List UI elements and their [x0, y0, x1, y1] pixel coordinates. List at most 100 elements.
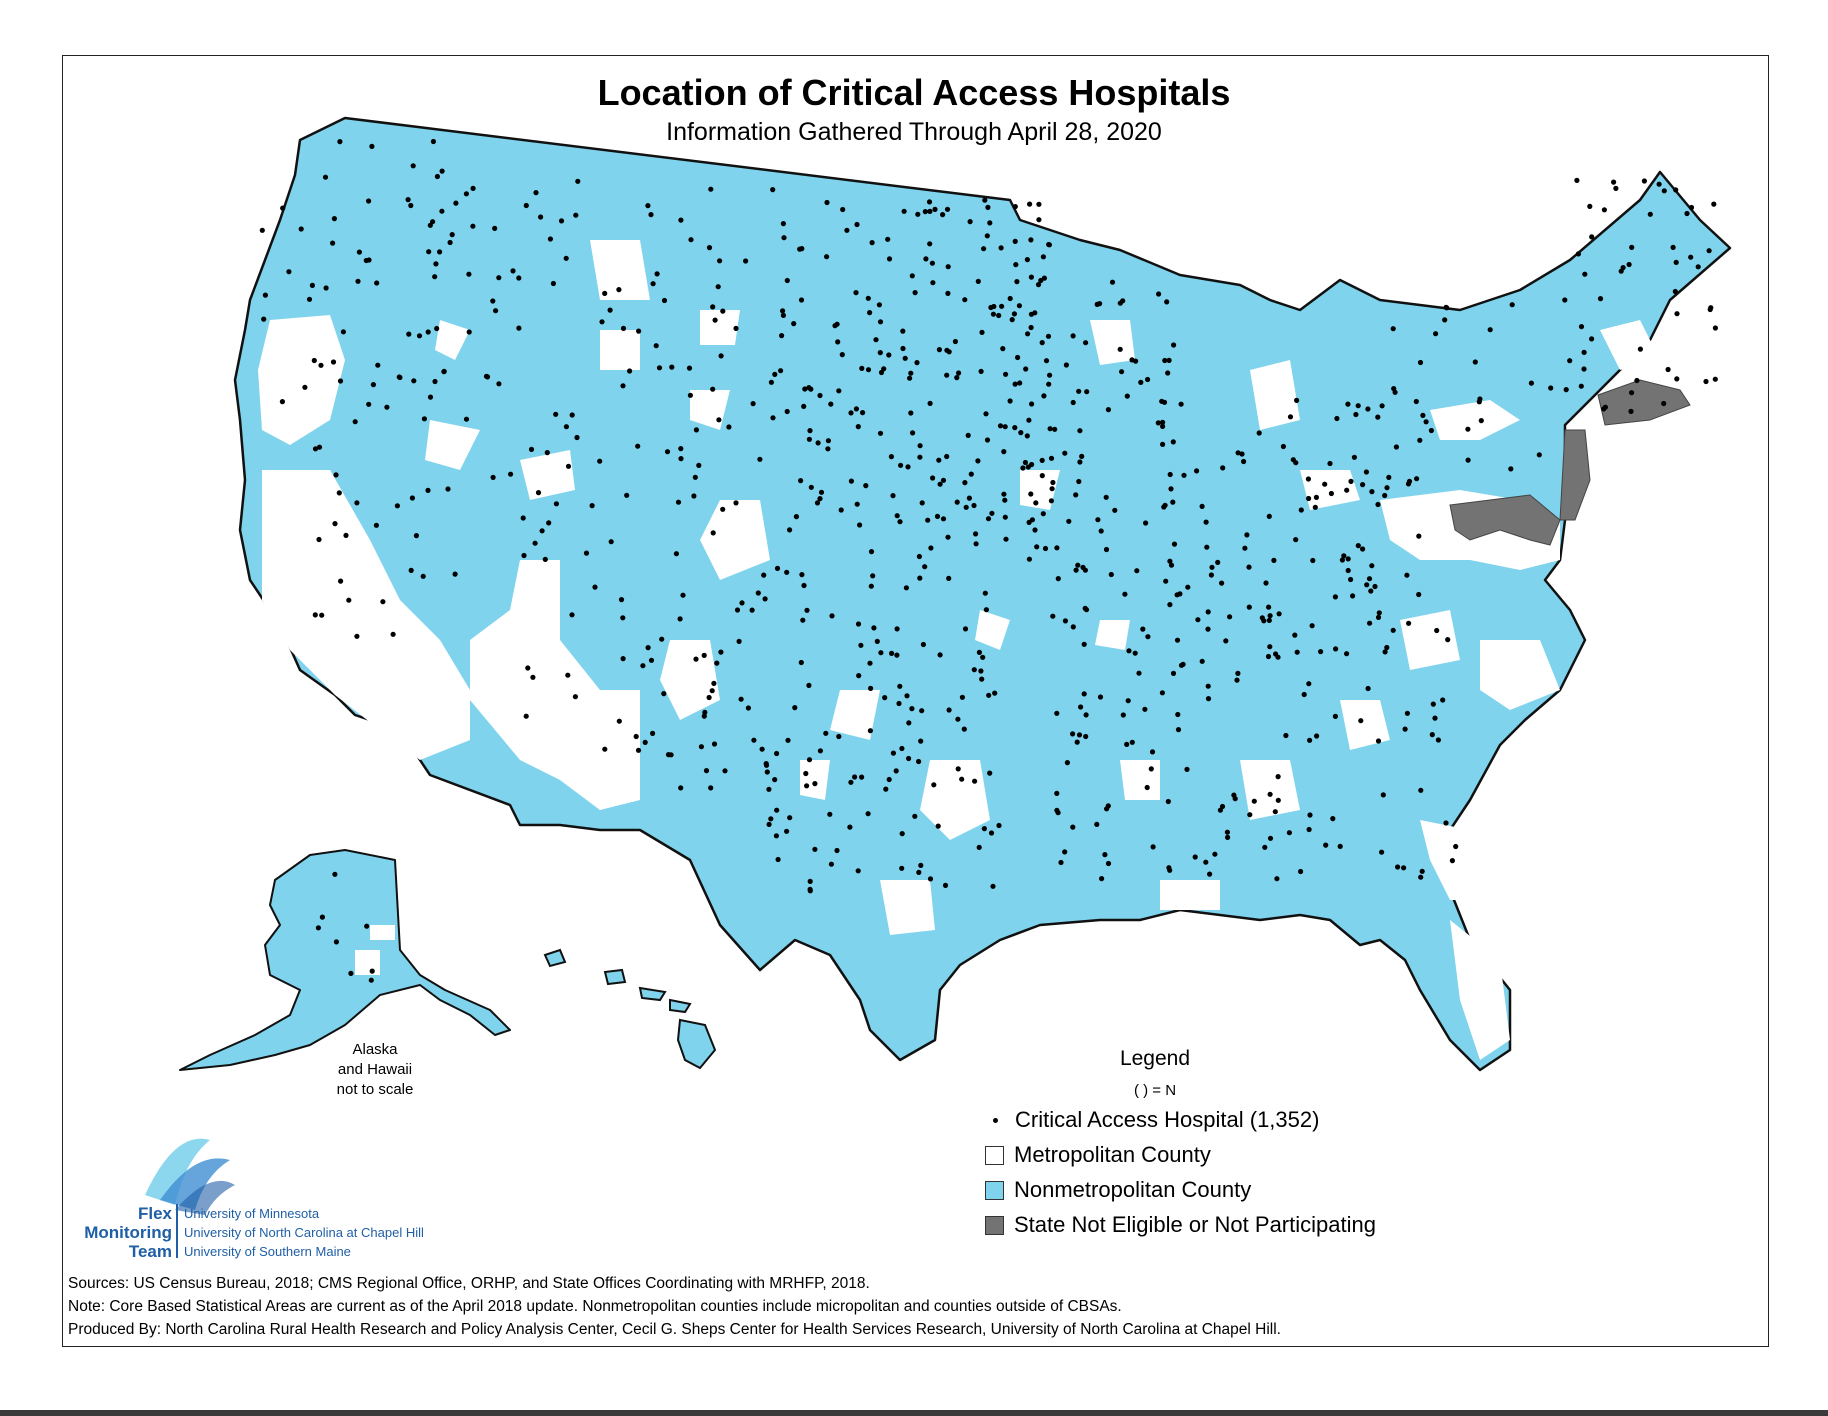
hospital-dot: [982, 590, 988, 596]
hospital-dot: [739, 600, 745, 606]
hospital-dot: [894, 626, 900, 632]
hospital-dot: [1404, 572, 1410, 578]
hospital-dot: [860, 410, 866, 416]
hospital-dot: [1528, 380, 1534, 386]
hospital-dot: [711, 680, 717, 687]
hospital-dot: [1026, 556, 1032, 562]
hospital-dot: [1262, 844, 1268, 850]
hospital-dot: [1167, 602, 1173, 608]
hospital-dot: [791, 321, 797, 327]
hospital-dot: [678, 456, 684, 462]
hospital-dot: [1073, 492, 1079, 498]
hospital-dot: [890, 493, 896, 499]
hospital-dot: [1413, 398, 1419, 405]
alaska-metro-regions: [355, 925, 395, 975]
hospital-dot: [430, 219, 436, 225]
hospital-dot: [940, 212, 946, 218]
hospital-dot: [539, 528, 545, 534]
hospital-dot: [714, 660, 720, 666]
hospital-dot: [1149, 749, 1156, 755]
hospital-dot: [408, 567, 414, 574]
hospital-dot: [1434, 627, 1440, 634]
hospital-dot: [1155, 420, 1161, 426]
hospital-dot: [1017, 380, 1023, 386]
hospital-dot: [1024, 433, 1030, 439]
hospital-dot: [1028, 274, 1034, 280]
hospital-dot: [492, 225, 498, 231]
hospital-dot: [1536, 452, 1542, 458]
hospital-dot: [1234, 677, 1240, 683]
hospital-dot: [798, 297, 805, 303]
hospital-dot: [1266, 617, 1272, 624]
hospital-dot: [836, 733, 842, 740]
hospital-dot: [931, 782, 937, 788]
hospital-dot: [1306, 681, 1312, 687]
hospital-dot: [991, 303, 997, 310]
hospital-dot: [698, 744, 705, 750]
hospital-dot: [1298, 868, 1304, 875]
hospital-dot: [1472, 359, 1478, 365]
hospital-dot: [983, 411, 989, 417]
hospital-dot: [965, 432, 971, 438]
hospital-dot: [1016, 303, 1023, 309]
window-bottom-bar: [0, 1410, 1828, 1416]
hospital-dot: [935, 823, 941, 829]
metro-swatch: [985, 1145, 1004, 1165]
hospital-dot: [1401, 865, 1407, 871]
legend-label-hospital: Critical Access Hospital (1,352): [1015, 1107, 1320, 1132]
hospital-dot: [802, 386, 808, 392]
hospital-dot: [620, 615, 626, 621]
hospital-dot: [1028, 491, 1034, 497]
hospital-dot: [547, 236, 554, 242]
hospital-dot: [987, 220, 993, 226]
hospital-dot: [848, 478, 855, 484]
hospital-dot: [835, 339, 841, 345]
hospital-dot: [877, 319, 884, 325]
hospital-dot: [1275, 654, 1281, 660]
hospital-dot: [774, 807, 780, 813]
hospital-dot: [624, 492, 630, 498]
hospital-dot: [620, 383, 626, 389]
hospital-dot: [439, 208, 445, 214]
hospital-dot: [1143, 520, 1149, 526]
hospital-dot: [1247, 812, 1253, 818]
hospital-dot: [410, 163, 416, 169]
hospital-dot: [828, 401, 834, 407]
hospital-dot: [1548, 385, 1554, 391]
hospital-dot: [807, 878, 813, 885]
hospital-dot: [1012, 381, 1018, 387]
hospital-dot: [427, 394, 434, 400]
hospital-dot: [902, 355, 908, 361]
hospital-dot: [1345, 556, 1351, 562]
logo-university-1: University of Minnesota: [184, 1206, 320, 1221]
hospital-dot: [1364, 582, 1370, 588]
hospital-dot: [908, 410, 914, 416]
hospital-dot: [521, 552, 527, 559]
hospital-dot: [563, 255, 569, 261]
hospital-dot: [687, 392, 694, 398]
hospital-dot: [869, 240, 875, 246]
hospital-dot: [909, 706, 915, 712]
hospital-dot: [490, 298, 496, 304]
hospital-dot: [1162, 357, 1168, 364]
hospital-dot: [784, 828, 790, 834]
hospital-dot: [375, 362, 381, 368]
hospital-dot: [1001, 491, 1007, 497]
hospital-dot: [881, 366, 887, 372]
hospital-dot: [336, 490, 342, 496]
hospital-dot: [1058, 859, 1064, 866]
hospital-dot: [859, 774, 865, 780]
hospital-dot: [897, 519, 903, 525]
hospital-dot: [882, 695, 888, 701]
hospital-dot: [1390, 326, 1396, 332]
hospital-dot: [865, 295, 871, 301]
hospital-dot: [1199, 503, 1205, 509]
hospital-dot: [1416, 533, 1422, 539]
hospital-dot: [1105, 407, 1111, 413]
hospital-dot: [890, 750, 897, 756]
hospital-dot: [770, 187, 776, 193]
hospital-dot: [1168, 562, 1175, 568]
hospital-dot: [1174, 592, 1180, 598]
hospital-dot: [352, 419, 358, 425]
alaska-outline: [179, 849, 511, 1071]
